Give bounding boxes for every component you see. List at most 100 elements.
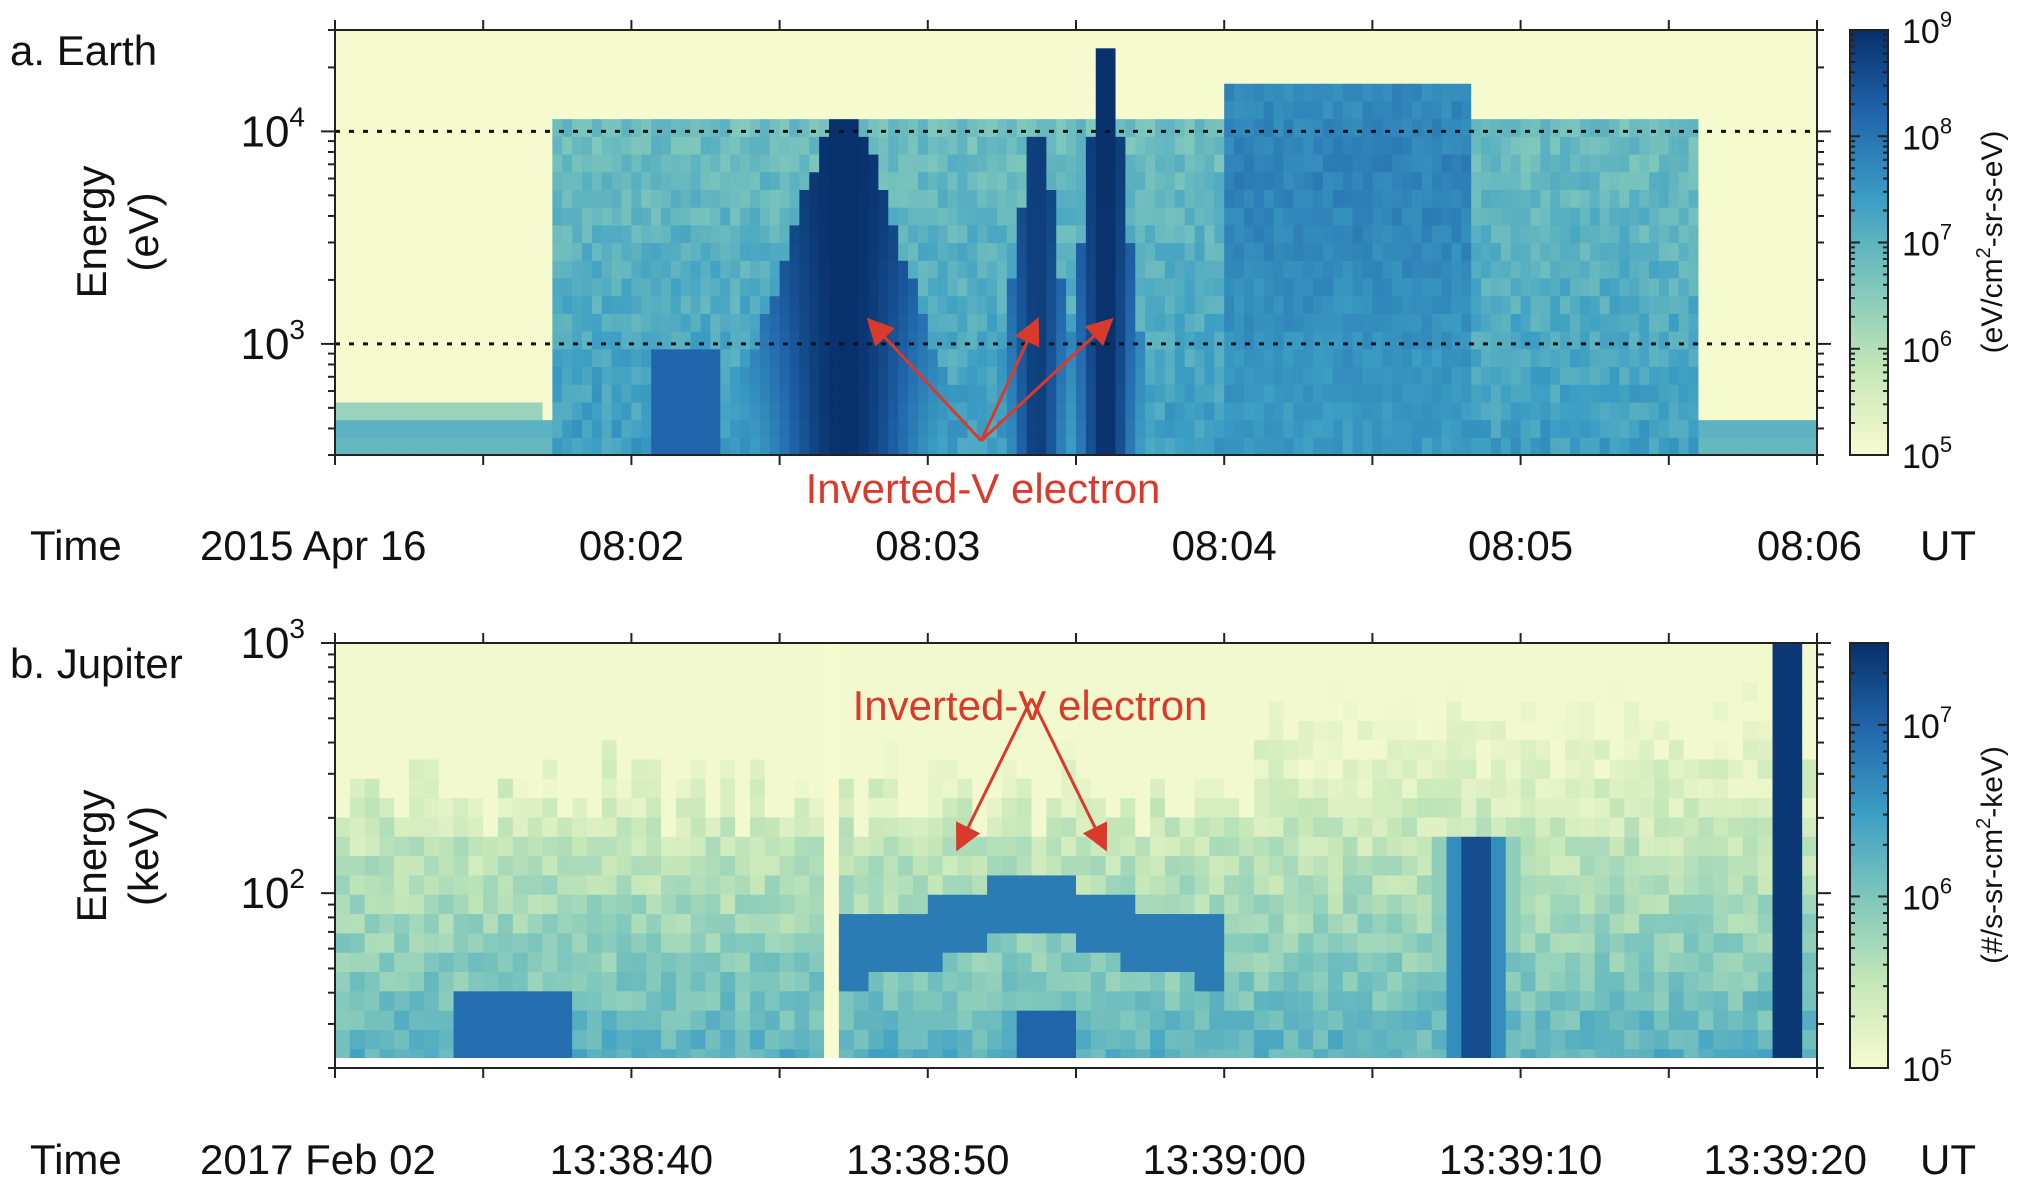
heatmap-cell (848, 47, 860, 67)
heatmap-cell (344, 295, 356, 314)
heatmap-cell (912, 720, 929, 741)
heatmap-cell (1046, 30, 1057, 49)
heatmap-cell (1747, 366, 1759, 385)
heatmap-cell (1125, 118, 1136, 137)
heatmap-cell (586, 681, 603, 702)
heatmap-cell (532, 348, 544, 368)
heatmap-cell (730, 331, 741, 350)
heatmap-cell (809, 1029, 825, 1050)
heatmap-cell (1540, 171, 1551, 190)
heatmap-cell (1066, 242, 1077, 261)
heatmap-cell (1639, 401, 1650, 421)
heatmap-cell (769, 136, 781, 155)
heatmap-cell (1649, 171, 1660, 190)
panel-b-ylabel: Energy (keV) (68, 789, 167, 922)
heatmap-cell (572, 65, 583, 84)
heatmap-cell (661, 260, 672, 279)
heatmap-cell (1125, 100, 1136, 120)
heatmap-cell (661, 401, 672, 421)
heatmap-cell (947, 331, 959, 350)
heatmap-cell (1243, 100, 1255, 120)
heatmap-cell (463, 384, 474, 403)
heatmap-cell (799, 260, 810, 279)
heatmap-cell (631, 153, 642, 173)
heatmap-cell (1688, 100, 1700, 120)
heatmap-cell (1678, 65, 1690, 84)
heatmap-cell (1639, 118, 1650, 137)
heatmap-cell (1125, 47, 1136, 67)
heatmap-cell (1550, 260, 1561, 279)
heatmap-cell (438, 758, 455, 779)
heatmap-cell (883, 874, 899, 895)
heatmap-cell (394, 643, 410, 663)
heatmap-cell (1658, 419, 1670, 438)
heatmap-cell (344, 401, 356, 421)
heatmap-cell (1688, 366, 1700, 385)
heatmap-cell (858, 384, 870, 403)
heatmap-cell (824, 778, 840, 799)
heatmap-cell (740, 171, 751, 190)
heatmap-cell (374, 171, 385, 190)
heatmap-cell (1031, 1010, 1047, 1030)
heatmap-cell (987, 401, 998, 421)
heatmap-cell (749, 136, 761, 155)
heatmap-cell (1431, 295, 1443, 314)
heatmap-cell (364, 207, 376, 226)
heatmap-cell (1243, 47, 1255, 67)
heatmap-cell (364, 739, 381, 760)
heatmap-cell (1303, 260, 1314, 279)
heatmap-cell (438, 739, 455, 760)
heatmap-cell (438, 932, 455, 953)
heatmap-cell (888, 171, 899, 190)
heatmap-cell (1313, 153, 1324, 173)
heatmap-cell (1214, 295, 1225, 314)
heatmap-cell (690, 331, 702, 350)
heatmap-cell (443, 331, 455, 350)
heatmap-cell (414, 366, 425, 385)
heatmap-cell (661, 913, 677, 934)
heatmap-cell (1500, 30, 1512, 49)
heatmap-cell (1342, 171, 1354, 190)
heatmap-cell (1757, 295, 1769, 314)
heatmap-cell (1253, 401, 1265, 421)
heatmap-cell (1066, 47, 1077, 67)
heatmap-cell (1135, 816, 1151, 837)
heatmap-cell (749, 207, 761, 226)
heatmap-cell (1777, 419, 1788, 438)
panel-a-colorbar-label: (eV/cm2-sr-s-eV) (1973, 131, 2009, 354)
heatmap-cell (908, 136, 919, 155)
heatmap-cell (483, 366, 494, 385)
heatmap-cell (1619, 437, 1630, 456)
heatmap-cell (423, 437, 435, 456)
heatmap-cell (1550, 189, 1561, 208)
heatmap-cell (661, 816, 677, 837)
heatmap-cell (1184, 171, 1196, 190)
heatmap-cell (379, 990, 395, 1011)
heatmap-cell (631, 700, 647, 721)
heatmap-cell (1421, 260, 1433, 279)
heatmap-cell (1303, 313, 1314, 332)
heatmap-cell (364, 437, 376, 456)
heatmap-cell (1120, 894, 1136, 915)
heatmap-cell (522, 348, 534, 368)
heatmap-cell (374, 366, 385, 385)
heatmap-cell (601, 797, 618, 818)
heatmap-cell (374, 277, 385, 297)
heatmap-cell (1797, 47, 1808, 67)
heatmap-cell (374, 419, 385, 438)
heatmap-cell (912, 932, 929, 953)
heatmap-cell (1718, 207, 1729, 226)
heatmap-cell (1500, 65, 1512, 84)
heatmap-cell (1658, 313, 1670, 332)
heatmap-cell (591, 100, 603, 120)
heatmap-cell (542, 971, 558, 992)
heatmap-cell (1797, 153, 1808, 173)
heatmap-cell (1076, 295, 1087, 314)
heatmap-cell (552, 207, 563, 226)
heatmap-cell (557, 778, 573, 799)
heatmap-cell (1046, 952, 1062, 973)
heatmap-cell (1728, 47, 1739, 67)
heatmap-cell (651, 348, 662, 368)
heatmap-cell (1708, 277, 1719, 297)
heatmap-cell (483, 260, 494, 279)
